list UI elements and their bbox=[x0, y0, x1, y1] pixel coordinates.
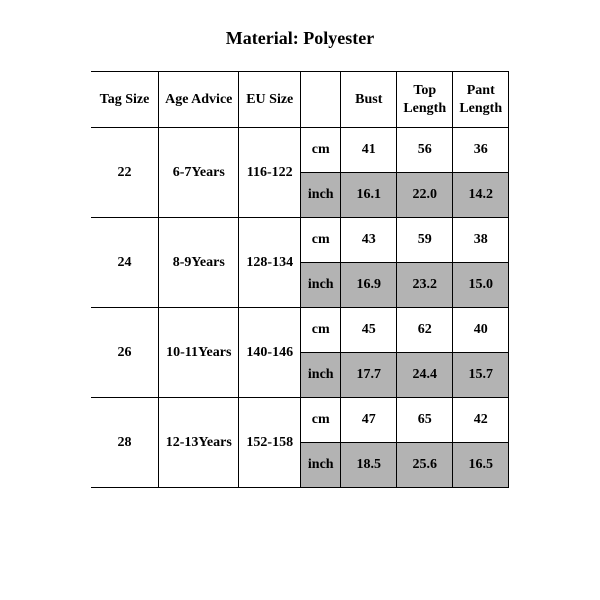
cell-unit-cm: cm bbox=[301, 128, 341, 173]
col-eu-size: EU Size bbox=[239, 72, 301, 128]
cell-top-inch: 22.0 bbox=[397, 173, 453, 218]
cell-pant-cm: 40 bbox=[453, 308, 509, 353]
cell-top-inch: 25.6 bbox=[397, 443, 453, 488]
table-row: 22 6-7Years 116-122 cm 41 56 36 bbox=[91, 128, 509, 173]
cell-pant-cm: 36 bbox=[453, 128, 509, 173]
cell-age: 6-7Years bbox=[159, 128, 239, 218]
cell-eu: 116-122 bbox=[239, 128, 301, 218]
table-body: 22 6-7Years 116-122 cm 41 56 36 inch 16.… bbox=[91, 128, 509, 488]
cell-bust-inch: 16.1 bbox=[341, 173, 397, 218]
cell-top-inch: 24.4 bbox=[397, 353, 453, 398]
cell-unit-inch: inch bbox=[301, 263, 341, 308]
cell-tag: 26 bbox=[91, 308, 159, 398]
cell-eu: 128-134 bbox=[239, 218, 301, 308]
cell-top-cm: 62 bbox=[397, 308, 453, 353]
cell-unit-inch: inch bbox=[301, 173, 341, 218]
cell-bust-inch: 16.9 bbox=[341, 263, 397, 308]
table-row: 26 10-11Years 140-146 cm 45 62 40 bbox=[91, 308, 509, 353]
cell-unit-inch: inch bbox=[301, 353, 341, 398]
cell-unit-inch: inch bbox=[301, 443, 341, 488]
cell-top-cm: 59 bbox=[397, 218, 453, 263]
cell-age: 8-9Years bbox=[159, 218, 239, 308]
col-top-length: TopLength bbox=[397, 72, 453, 128]
cell-top-inch: 23.2 bbox=[397, 263, 453, 308]
cell-unit-cm: cm bbox=[301, 398, 341, 443]
cell-bust-cm: 43 bbox=[341, 218, 397, 263]
cell-top-cm: 56 bbox=[397, 128, 453, 173]
cell-pant-cm: 38 bbox=[453, 218, 509, 263]
cell-bust-cm: 47 bbox=[341, 398, 397, 443]
cell-tag: 28 bbox=[91, 398, 159, 488]
col-pant-length: PantLength bbox=[453, 72, 509, 128]
cell-bust-inch: 18.5 bbox=[341, 443, 397, 488]
cell-top-cm: 65 bbox=[397, 398, 453, 443]
cell-pant-inch: 14.2 bbox=[453, 173, 509, 218]
cell-eu: 152-158 bbox=[239, 398, 301, 488]
cell-pant-inch: 16.5 bbox=[453, 443, 509, 488]
cell-unit-cm: cm bbox=[301, 308, 341, 353]
col-unit bbox=[301, 72, 341, 128]
table-row: 28 12-13Years 152-158 cm 47 65 42 bbox=[91, 398, 509, 443]
size-table: Tag Size Age Advice EU Size Bust TopLeng… bbox=[91, 71, 510, 488]
cell-tag: 22 bbox=[91, 128, 159, 218]
cell-tag: 24 bbox=[91, 218, 159, 308]
cell-pant-cm: 42 bbox=[453, 398, 509, 443]
col-tag-size: Tag Size bbox=[91, 72, 159, 128]
cell-age: 12-13Years bbox=[159, 398, 239, 488]
cell-bust-cm: 45 bbox=[341, 308, 397, 353]
cell-age: 10-11Years bbox=[159, 308, 239, 398]
table-row: 24 8-9Years 128-134 cm 43 59 38 bbox=[91, 218, 509, 263]
cell-eu: 140-146 bbox=[239, 308, 301, 398]
table-header-row: Tag Size Age Advice EU Size Bust TopLeng… bbox=[91, 72, 509, 128]
cell-bust-cm: 41 bbox=[341, 128, 397, 173]
cell-pant-inch: 15.0 bbox=[453, 263, 509, 308]
page-title: Material: Polyester bbox=[0, 0, 600, 71]
col-age-advice: Age Advice bbox=[159, 72, 239, 128]
col-bust: Bust bbox=[341, 72, 397, 128]
cell-bust-inch: 17.7 bbox=[341, 353, 397, 398]
cell-pant-inch: 15.7 bbox=[453, 353, 509, 398]
cell-unit-cm: cm bbox=[301, 218, 341, 263]
